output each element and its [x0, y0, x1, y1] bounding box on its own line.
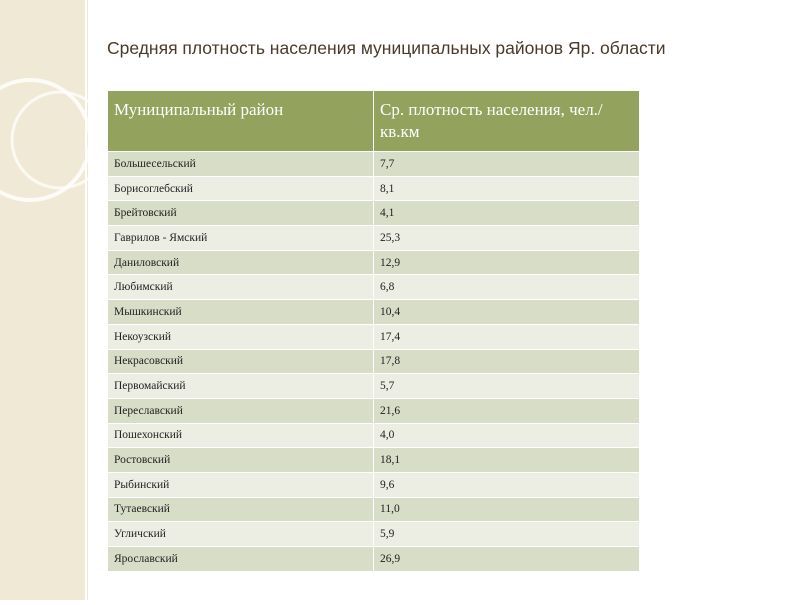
- table-row: Мышкинский 10,4: [107, 299, 640, 325]
- density-cell: 12,9: [373, 249, 640, 276]
- district-cell: Пошехонский: [107, 422, 374, 449]
- district-cell: Первомайский: [107, 373, 374, 399]
- district-cell: Ростовский: [107, 447, 374, 473]
- density-cell: 26,9: [373, 546, 640, 572]
- density-cell: 5,7: [373, 373, 640, 399]
- table-row: Рыбинский 9,6: [107, 471, 640, 498]
- table-row: Борисоглебский 8,1: [107, 175, 640, 202]
- header-cell: Ср. плотность населения, чел./ кв.км: [373, 90, 640, 152]
- district-cell: Некоузский: [107, 323, 374, 350]
- district-cell: Любимский: [107, 274, 374, 301]
- density-cell: 8,1: [373, 175, 640, 202]
- table-body: Большесельский 7,7 Борисоглебский 8,1 Брейто…: [107, 151, 640, 572]
- district-cell: Мышкинский: [107, 299, 374, 325]
- density-cell: 25,3: [373, 225, 640, 251]
- density-table: Муниципальный район Ср. плотность населе…: [107, 90, 640, 572]
- density-cell: 11,0: [373, 496, 640, 523]
- table-row: Переславский 21,6: [107, 397, 640, 424]
- slide-title: Средняя плотность населения муниципальны…: [107, 38, 666, 58]
- header-cell: Муниципальный район: [107, 90, 374, 152]
- table-row: Пошехонский 4,0: [107, 422, 640, 449]
- table-row: Некрасовский 17,8: [107, 348, 640, 375]
- table-row: Гаврилов - Ямский 25,3: [107, 225, 640, 251]
- density-cell: 4,0: [373, 422, 640, 449]
- table-row: Ярославский 26,9: [107, 546, 640, 572]
- table-row: Некоузский 17,4: [107, 323, 640, 350]
- table-row: Ростовский 18,1: [107, 447, 640, 473]
- district-cell: Угличский: [107, 521, 374, 547]
- density-cell: 10,4: [373, 299, 640, 325]
- district-cell: Гаврилов - Ямский: [107, 225, 374, 251]
- table-row: Первомайский 5,7: [107, 373, 640, 399]
- density-cell: 7,7: [373, 151, 640, 177]
- district-cell: Брейтовский: [107, 200, 374, 227]
- density-cell: 9,6: [373, 471, 640, 498]
- decor: [0, 0, 110, 600]
- district-cell: Переславский: [107, 397, 374, 424]
- district-cell: Некрасовский: [107, 348, 374, 375]
- density-cell: 21,6: [373, 397, 640, 424]
- decor-strip: [0, 0, 110, 600]
- density-cell: 6,8: [373, 274, 640, 301]
- district-cell: Большесельский: [107, 151, 374, 177]
- district-cell: Тутаевский: [107, 496, 374, 523]
- district-cell: Ярославский: [107, 546, 374, 572]
- district-cell: Рыбинский: [107, 471, 374, 498]
- table-row: Угличский 5,9: [107, 521, 640, 547]
- density-cell: 5,9: [373, 521, 640, 547]
- density-cell: 17,8: [373, 348, 640, 375]
- header-row: Муниципальный район Ср. плотность населе…: [107, 90, 640, 152]
- table-row: Тутаевский 11,0: [107, 496, 640, 523]
- district-cell: Борисоглебский: [107, 175, 374, 202]
- table-row: Брейтовский 4,1: [107, 200, 640, 227]
- table-row: Любимский 6,8: [107, 274, 640, 301]
- density-cell: 4,1: [373, 200, 640, 227]
- table-row: Большесельский 7,7: [107, 151, 640, 177]
- table-row: Даниловский 12,9: [107, 249, 640, 276]
- district-cell: Даниловский: [107, 249, 374, 276]
- density-cell: 18,1: [373, 447, 640, 473]
- density-cell: 17,4: [373, 323, 640, 350]
